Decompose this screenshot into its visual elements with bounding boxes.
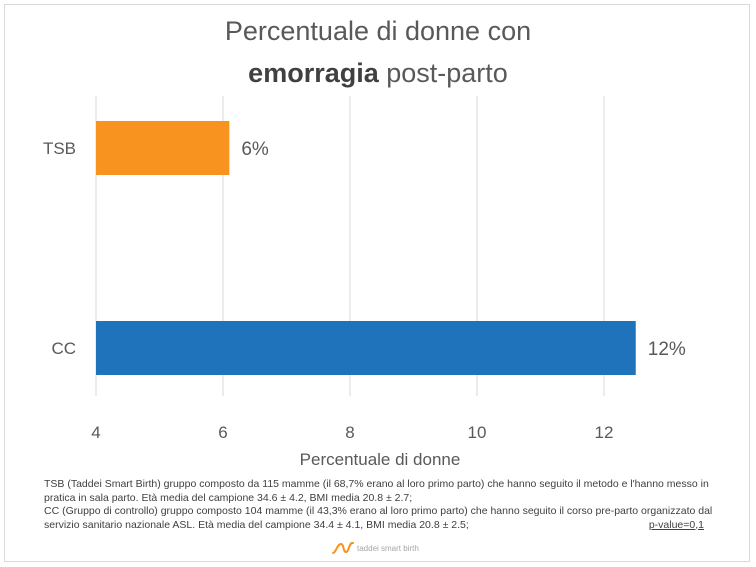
tick-label-6: 6 (218, 423, 227, 442)
data-label-cc: 12% (648, 339, 686, 360)
bar-tsb (96, 121, 230, 175)
logo-text: taddei smart birth (357, 543, 419, 553)
chart-title-line2: emorragia post-parto (0, 56, 756, 90)
x-axis-title: Percentuale di donne (300, 450, 461, 469)
footnote-tsb: TSB (Taddei Smart Birth) gruppo composto… (44, 478, 709, 504)
category-label-tsb: TSB (43, 139, 76, 158)
logo-icon (332, 542, 354, 554)
data-label-tsb: 6% (241, 139, 269, 160)
footnote-cc-text: CC (Gruppo di controllo) gruppo composto… (44, 505, 713, 531)
chart-title-bold: emorragia (248, 58, 379, 88)
chart-title-line1: Percentuale di donne con (224, 16, 532, 46)
tick-label-8: 8 (345, 423, 354, 442)
category-label-cc: CC (51, 339, 76, 358)
footnotes: TSB (Taddei Smart Birth) gruppo composto… (44, 478, 724, 532)
tick-label-4: 4 (91, 423, 100, 442)
bar-cc (96, 321, 636, 375)
footnote-cc: CC (Gruppo di controllo) gruppo composto… (44, 505, 724, 532)
p-value: p-value=0,1 (648, 518, 704, 531)
chart-title-rest: post-parto (378, 58, 508, 88)
brand-logo: taddei smart birth (332, 539, 419, 557)
tick-label-12: 12 (595, 423, 614, 442)
tick-label-10: 10 (468, 423, 487, 442)
chart-frame (4, 4, 750, 562)
